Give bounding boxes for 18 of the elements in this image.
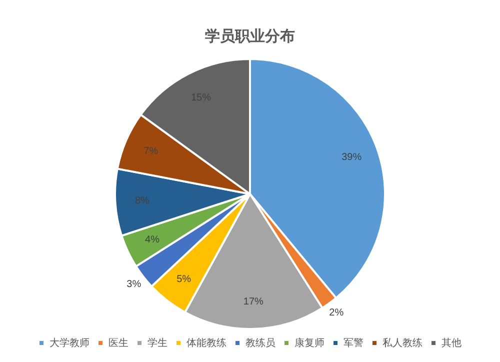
data-label: 17%: [243, 296, 264, 308]
legend-label: 体能教练: [186, 336, 226, 349]
data-label: 3%: [126, 278, 142, 290]
legend-label: 医生: [108, 336, 128, 349]
data-label: 5%: [176, 274, 192, 286]
data-label: 39%: [342, 152, 362, 164]
data-label: 4%: [145, 234, 160, 246]
chart-title: 学员职业分布: [205, 28, 295, 46]
legend-label: 私人教练: [382, 336, 422, 349]
data-label: 8%: [134, 196, 150, 207]
legend-label: 学生: [148, 336, 168, 349]
legend-label: 教练员: [246, 336, 276, 349]
legend-label: 大学教师: [50, 336, 90, 349]
legend-label: 军警: [344, 336, 364, 349]
data-label: 2%: [329, 308, 344, 319]
legend-label: 其他: [442, 336, 462, 349]
data-label: 7%: [144, 146, 158, 157]
legend-label: 康复师: [294, 336, 324, 349]
